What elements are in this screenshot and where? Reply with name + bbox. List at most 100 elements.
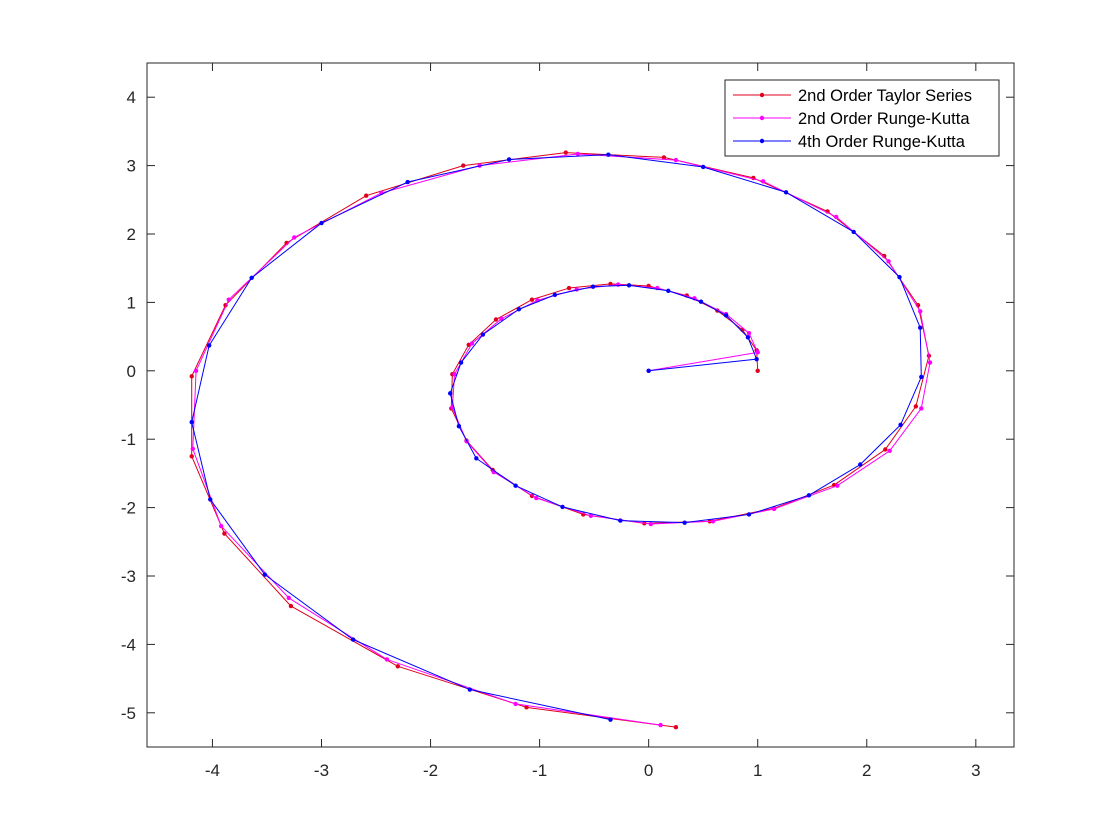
series-3-point-1 xyxy=(646,368,651,373)
series-3-point-2 xyxy=(754,356,759,362)
legend-items: 2nd Order Taylor Series 2nd Order Runge-K… xyxy=(733,87,972,151)
series-2-point-10 xyxy=(499,316,504,322)
series-3-point-12 xyxy=(458,360,464,365)
series-1-point-23 xyxy=(913,404,919,409)
series-2-point-17 xyxy=(588,513,594,519)
series-2-point-3 xyxy=(746,330,752,336)
x-tick-label: 0 xyxy=(644,761,653,780)
series-2-point-24 xyxy=(927,360,933,365)
series-2-point-39 xyxy=(384,657,390,662)
series-3-point-39 xyxy=(350,637,356,642)
legend-entry-2: 2nd Order Runge-Kutta xyxy=(733,110,970,128)
series-3-point-35 xyxy=(206,343,212,348)
x-tick-label: -2 xyxy=(423,761,438,780)
series-1-point-41 xyxy=(673,724,679,730)
series-3-point-21 xyxy=(806,493,812,498)
series-2-point-36 xyxy=(190,446,195,451)
series-1-point-10 xyxy=(493,317,499,322)
series-3-point-11 xyxy=(480,332,486,337)
series-3-point-24 xyxy=(919,374,924,380)
series-1-point-22 xyxy=(883,447,888,452)
series-2-point-25 xyxy=(918,309,923,314)
legend-marker-2 xyxy=(759,115,765,121)
series-1-point-31 xyxy=(461,163,466,168)
y-tick-label: -1 xyxy=(121,430,136,449)
series-3-point-31 xyxy=(506,157,512,162)
series-2-point-30 xyxy=(575,151,580,157)
y-tick-label: 4 xyxy=(127,88,136,107)
series-3-point-6 xyxy=(666,288,671,293)
series-2-point-40 xyxy=(513,701,518,707)
series-3-point-9 xyxy=(552,292,558,298)
series-3-point-37 xyxy=(208,497,213,502)
series-1-point-32 xyxy=(364,193,369,198)
series-1-point-9 xyxy=(529,297,535,302)
series-3-point-10 xyxy=(516,307,522,312)
series-3-point-33 xyxy=(319,220,324,226)
series-3-point-4 xyxy=(723,313,729,318)
series-2-point-35 xyxy=(193,368,199,373)
series-2-point-21 xyxy=(835,483,840,488)
series-3-point-25 xyxy=(918,325,923,330)
series-2-point-2 xyxy=(755,350,760,355)
series-3-point-28 xyxy=(783,190,789,195)
series-3-point-41 xyxy=(608,717,613,722)
series-3-point-19 xyxy=(682,520,687,525)
series-3-point-32 xyxy=(405,179,410,185)
legend-marker-1 xyxy=(759,92,765,98)
y-tick-label: 3 xyxy=(127,157,136,176)
series-2-point-12 xyxy=(452,372,457,377)
series-2-point-29 xyxy=(673,157,679,163)
series-3-point-7 xyxy=(626,283,632,288)
series-3-point-20 xyxy=(746,512,752,517)
series-2-point-22 xyxy=(887,448,892,454)
series-1-point-38 xyxy=(288,603,294,609)
series-1-point-37 xyxy=(222,531,227,536)
series-1-point-35 xyxy=(189,374,194,379)
series-3-point-29 xyxy=(700,164,706,170)
series-2-point-37 xyxy=(218,523,224,529)
series-3-point-18 xyxy=(618,518,623,523)
series-3-point-34 xyxy=(249,275,254,280)
series-3-point-14 xyxy=(456,424,462,429)
series-3-point-26 xyxy=(897,274,902,280)
legend: 2nd Order Taylor Series 2nd Order Runge-K… xyxy=(724,79,1000,157)
series-3-point-5 xyxy=(698,299,704,304)
series-2-point-38 xyxy=(286,595,291,601)
series-3-point-36 xyxy=(189,419,194,425)
series-3-point-40 xyxy=(467,687,473,692)
y-tick-label: -5 xyxy=(121,704,136,723)
series-1-point-30 xyxy=(563,150,568,155)
series-2-point-11 xyxy=(469,341,475,346)
y-tick-label: -3 xyxy=(121,567,136,586)
x-tick-label: -4 xyxy=(205,761,220,780)
series-2-point-41 xyxy=(658,722,663,728)
series-2-point-34 xyxy=(226,297,231,302)
series-3-point-16 xyxy=(513,483,518,488)
series-3-point-38 xyxy=(262,572,267,577)
series-2-point-28 xyxy=(760,179,766,184)
series-3-point-22 xyxy=(858,462,863,467)
legend-entry-3: 4th Order Runge-Kutta xyxy=(733,133,966,151)
y-tick-label: -4 xyxy=(121,635,136,654)
series-2-point-23 xyxy=(919,406,924,411)
series-3-point-27 xyxy=(851,229,856,235)
series-3-point-23 xyxy=(898,422,903,428)
series-3-point-17 xyxy=(560,504,565,510)
series-1-point-39 xyxy=(395,664,401,669)
legend-label-2: 2nd Order Runge-Kutta xyxy=(798,110,970,128)
x-tick-label: 3 xyxy=(971,761,980,780)
ticks-layer: -4 -3 -2 -1 0 1 2 3 4 3 2 1 0 -1 -2 -3 -4 -5 xyxy=(121,63,1014,780)
series-2-point-20 xyxy=(771,506,777,512)
legend-entry-1: 2nd Order Taylor Series xyxy=(733,87,972,105)
y-tick-label: 1 xyxy=(127,293,136,312)
legend-label-1: 2nd Order Taylor Series xyxy=(798,87,972,105)
series-2-point-26 xyxy=(886,259,891,264)
x-tick-label: 1 xyxy=(753,761,762,780)
axes-box xyxy=(146,62,1015,748)
series-3-point-3 xyxy=(745,335,751,340)
series-2-point-33 xyxy=(292,235,297,240)
series-3-point-8 xyxy=(590,284,596,289)
y-tick-label: 2 xyxy=(127,225,136,244)
